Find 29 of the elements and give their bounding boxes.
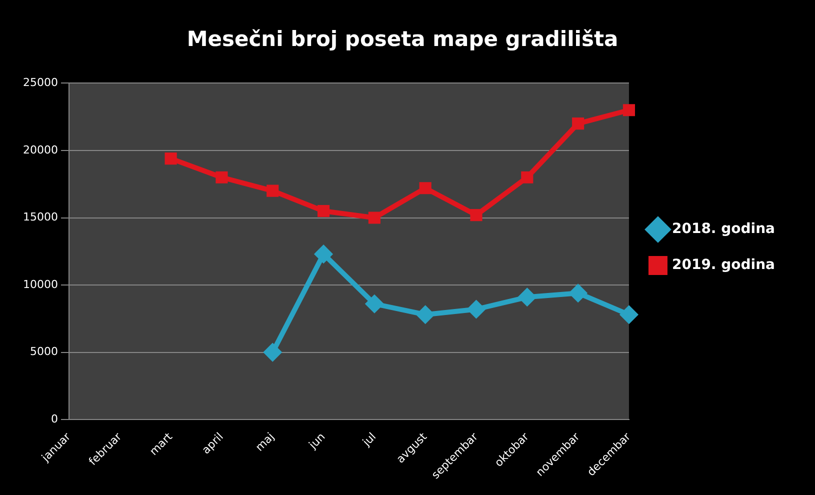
point [572, 118, 584, 130]
x-tick-label: jul [359, 430, 379, 450]
point [216, 171, 228, 184]
point [368, 212, 380, 224]
point [570, 284, 587, 302]
legend-label: 2019. godina [672, 257, 775, 274]
point [315, 246, 332, 263]
point [317, 204, 330, 218]
point [416, 306, 434, 324]
y-tick-label: 10000 [22, 278, 58, 291]
legend-label: 2018. godina [672, 221, 775, 238]
point [164, 152, 177, 165]
y-tick-label: 5000 [30, 345, 58, 358]
point [620, 306, 638, 324]
point [264, 344, 282, 361]
y-tick-label: 0 [50, 412, 58, 426]
point [521, 171, 534, 184]
point [266, 184, 279, 197]
y-tick-label: 15000 [22, 210, 58, 224]
point [366, 295, 383, 312]
point [419, 182, 432, 194]
point [468, 300, 485, 318]
point [470, 209, 482, 222]
y-tick-label: 20000 [22, 143, 58, 156]
chart-title: Mesečni broj poseta mape gradilišta [186, 27, 618, 52]
y-tick-label: 25000 [22, 76, 58, 90]
point [518, 288, 536, 306]
x-tick-label: jun [306, 430, 328, 452]
point [622, 104, 636, 116]
